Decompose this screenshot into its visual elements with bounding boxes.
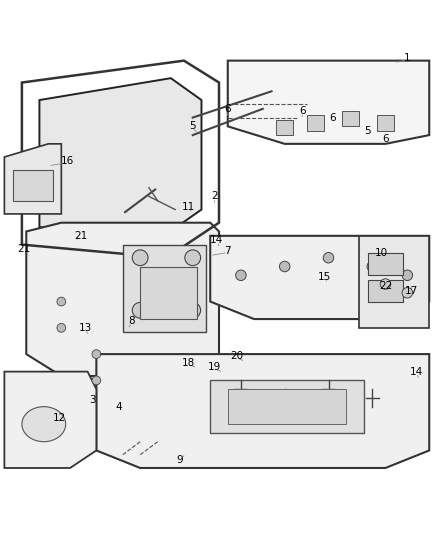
Text: 6: 6 bbox=[329, 112, 336, 123]
Text: 19: 19 bbox=[208, 362, 221, 372]
Text: 5: 5 bbox=[364, 126, 371, 136]
Text: 12: 12 bbox=[53, 413, 66, 423]
Circle shape bbox=[159, 276, 174, 292]
Circle shape bbox=[185, 250, 201, 265]
Polygon shape bbox=[96, 354, 429, 468]
Circle shape bbox=[402, 270, 413, 280]
Polygon shape bbox=[4, 144, 61, 214]
Polygon shape bbox=[39, 78, 201, 240]
Text: 9: 9 bbox=[176, 455, 183, 465]
Bar bbox=[276, 120, 293, 135]
Text: 20: 20 bbox=[230, 351, 243, 361]
Text: 21: 21 bbox=[18, 244, 31, 254]
Text: 2: 2 bbox=[211, 191, 218, 201]
Text: 7: 7 bbox=[224, 246, 231, 256]
Text: 11: 11 bbox=[182, 203, 195, 212]
Text: 15: 15 bbox=[318, 272, 331, 282]
Bar bbox=[228, 389, 346, 424]
Polygon shape bbox=[359, 236, 429, 328]
Text: 10: 10 bbox=[374, 248, 388, 259]
Text: 13: 13 bbox=[79, 323, 92, 333]
Text: 14: 14 bbox=[210, 235, 223, 245]
Circle shape bbox=[92, 376, 101, 385]
Bar bbox=[368, 253, 403, 275]
Circle shape bbox=[323, 253, 334, 263]
Text: 3: 3 bbox=[88, 395, 95, 405]
Text: 18: 18 bbox=[182, 358, 195, 368]
Bar bbox=[342, 111, 359, 126]
Text: 1: 1 bbox=[404, 53, 411, 63]
Bar bbox=[13, 170, 53, 201]
Ellipse shape bbox=[22, 407, 66, 442]
Bar bbox=[210, 381, 364, 433]
Polygon shape bbox=[228, 61, 429, 144]
Text: 22: 22 bbox=[379, 281, 392, 291]
Text: 4: 4 bbox=[115, 402, 122, 411]
Polygon shape bbox=[4, 372, 96, 468]
Circle shape bbox=[57, 324, 66, 332]
Text: 6: 6 bbox=[224, 104, 231, 114]
Text: 6: 6 bbox=[299, 106, 306, 116]
Text: 8: 8 bbox=[128, 316, 135, 326]
Bar bbox=[307, 115, 324, 131]
Circle shape bbox=[92, 350, 101, 359]
Text: 16: 16 bbox=[61, 156, 74, 166]
Bar bbox=[140, 266, 197, 319]
Bar bbox=[368, 280, 403, 302]
Circle shape bbox=[57, 297, 66, 306]
Text: 17: 17 bbox=[405, 286, 418, 296]
Circle shape bbox=[380, 279, 391, 289]
Circle shape bbox=[402, 287, 413, 298]
Circle shape bbox=[236, 270, 246, 280]
Text: 14: 14 bbox=[410, 367, 423, 377]
Polygon shape bbox=[123, 245, 206, 332]
Circle shape bbox=[132, 250, 148, 265]
Circle shape bbox=[185, 302, 201, 318]
Circle shape bbox=[279, 261, 290, 272]
Text: 6: 6 bbox=[382, 134, 389, 144]
Bar bbox=[377, 115, 394, 131]
Text: 21: 21 bbox=[74, 231, 88, 241]
Circle shape bbox=[367, 261, 378, 272]
Polygon shape bbox=[210, 236, 429, 319]
Polygon shape bbox=[26, 223, 219, 376]
Circle shape bbox=[132, 302, 148, 318]
Text: 5: 5 bbox=[189, 122, 196, 131]
